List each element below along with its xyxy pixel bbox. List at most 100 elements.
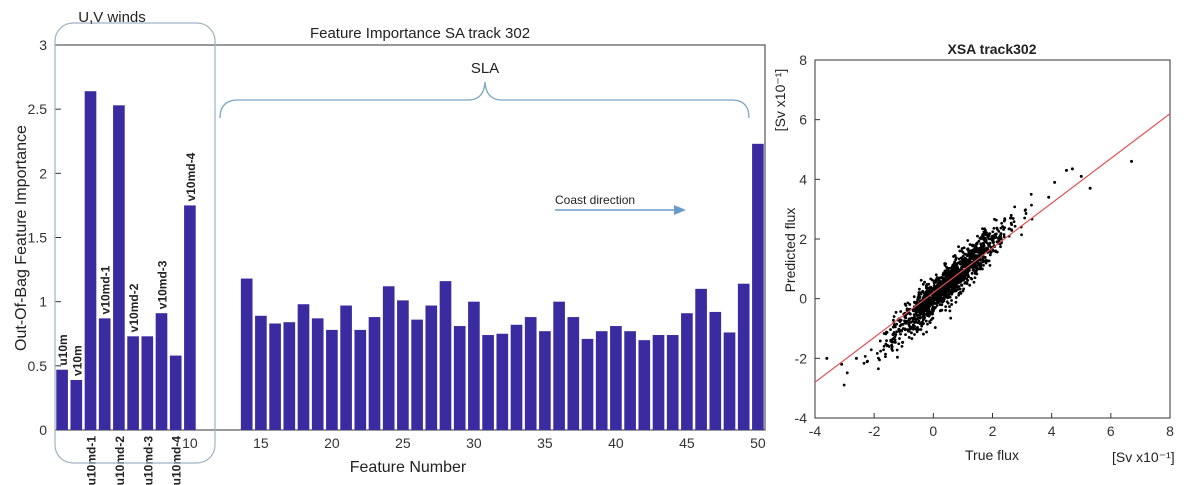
scatter-point — [946, 301, 950, 305]
scatter-point — [934, 305, 937, 309]
scatter-point — [982, 263, 985, 267]
bar — [155, 313, 168, 430]
scatter-point — [978, 261, 982, 265]
scatter-point — [981, 242, 985, 246]
bar — [70, 379, 83, 430]
scatter-point — [1088, 186, 1092, 190]
scatter-y-tick-label: 6 — [799, 112, 807, 128]
scatter-point — [913, 301, 917, 305]
scatter-point — [937, 289, 941, 293]
scatter-point — [915, 330, 919, 334]
bar-x-tick-label: 40 — [608, 435, 624, 451]
scatter-point — [890, 343, 894, 347]
scatter-point — [989, 237, 993, 241]
below-axis-label: u10md-3 — [141, 436, 155, 485]
below-axis-label: u10md-2 — [113, 436, 127, 485]
scatter-x-tick-label: 0 — [929, 423, 937, 439]
scatter-points — [825, 159, 1134, 387]
scatter-point — [895, 330, 899, 334]
scatter-point — [996, 228, 999, 231]
bar-x-tick-label: 45 — [679, 435, 695, 451]
bar — [169, 355, 182, 430]
scatter-point — [984, 261, 988, 265]
bar-x-tick-label: 35 — [537, 435, 553, 451]
scatter-point — [894, 310, 898, 314]
scatter-point — [915, 328, 919, 331]
scatter-point — [885, 344, 889, 348]
scatter-point — [1012, 220, 1016, 224]
scatter-point — [1023, 209, 1027, 212]
scatter-point — [938, 280, 942, 284]
scatter-point — [931, 312, 934, 316]
scatter-point — [927, 305, 931, 309]
uv-winds-annotation: U,V winds — [78, 9, 146, 26]
scatter-y-axis-label: Predicted flux — [782, 208, 798, 293]
scatter-point — [994, 233, 998, 237]
scatter-point — [964, 273, 968, 277]
scatter-point — [893, 335, 897, 339]
bar — [98, 318, 111, 430]
scatter-point — [932, 281, 936, 285]
scatter-point — [901, 322, 905, 326]
scatter-point — [894, 340, 897, 344]
scatter-point — [910, 337, 914, 340]
below-axis-label: u10md-1 — [85, 436, 99, 485]
bar-chart: 00.511.522.53 10 15 20 25 30 35 40 45 50 u10m v10… — [13, 9, 766, 485]
scatter-point — [1010, 229, 1014, 232]
scatter-point — [898, 320, 902, 323]
scatter-point — [948, 305, 951, 308]
scatter-x-tick-label: -2 — [868, 423, 881, 439]
scatter-point — [895, 322, 899, 326]
bar — [397, 300, 409, 430]
scatter-point — [954, 265, 958, 269]
scatter-point — [877, 356, 880, 360]
scatter-point — [933, 298, 937, 301]
scatter-point — [980, 267, 984, 271]
bar — [723, 332, 736, 430]
bar-x-tick-label: 15 — [253, 435, 269, 451]
sla-brace — [219, 81, 750, 119]
scatter-point — [933, 326, 937, 329]
scatter-x-tick-label: 2 — [989, 423, 997, 439]
scatter-point — [954, 300, 958, 304]
scatter-point — [899, 332, 902, 336]
scatter-point — [924, 303, 928, 307]
scatter-point — [913, 308, 917, 312]
scatter-point — [901, 340, 904, 344]
bar-label: v10m — [70, 345, 84, 376]
scatter-point — [891, 349, 894, 352]
scatter-point — [894, 333, 898, 336]
scatter-point — [975, 242, 979, 246]
scatter-point — [918, 314, 922, 318]
scatter-point — [1070, 167, 1074, 171]
scatter-point — [951, 270, 955, 273]
bar — [382, 286, 395, 430]
scatter-point — [931, 316, 935, 320]
scatter-point — [911, 323, 915, 327]
bar — [496, 333, 509, 430]
bar — [624, 331, 636, 430]
scatter-point — [975, 269, 978, 272]
scatter-point — [975, 249, 978, 252]
scatter-point — [954, 296, 958, 299]
scatter-point — [936, 291, 940, 295]
scatter-point — [938, 309, 942, 313]
scatter-point — [863, 354, 867, 358]
scatter-point — [942, 279, 946, 283]
scatter-point — [940, 275, 944, 279]
scatter-point — [917, 291, 921, 294]
bar — [340, 305, 352, 430]
scatter-point — [926, 298, 930, 302]
scatter-point — [892, 331, 896, 334]
bar — [283, 322, 296, 430]
scatter-point — [948, 292, 952, 296]
scatter-point — [1002, 235, 1006, 239]
scatter-point — [956, 261, 959, 265]
scatter-point — [960, 260, 964, 264]
scatter-point — [992, 241, 995, 244]
bar — [681, 313, 693, 430]
bar — [368, 317, 381, 430]
scatter-point — [966, 239, 970, 242]
scatter-point — [983, 228, 987, 232]
